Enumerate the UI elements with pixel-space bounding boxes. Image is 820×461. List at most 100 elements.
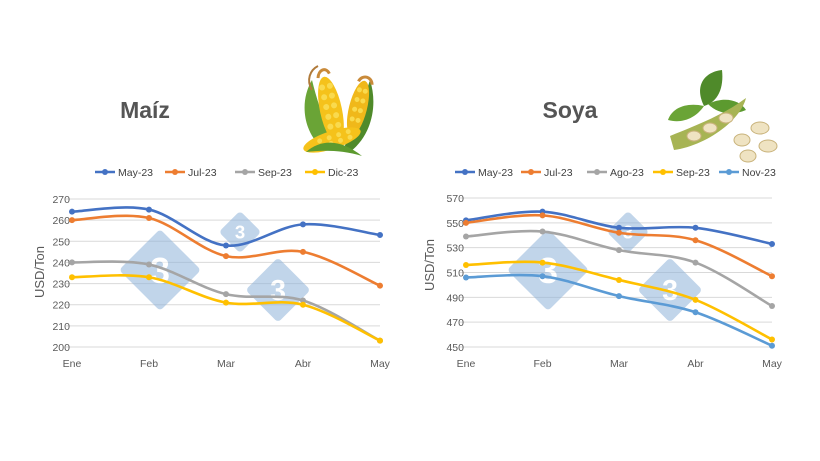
data-point (539, 273, 546, 280)
y-tick-label: 200 (52, 342, 70, 354)
data-point (539, 259, 546, 266)
data-point (769, 336, 775, 343)
y-tick-label: 550 (446, 218, 464, 230)
legend-item: Jul-23 (165, 167, 217, 179)
legend-label: May-23 (118, 167, 153, 179)
x-tick-label: Mar (217, 358, 236, 370)
series-points (463, 208, 775, 349)
legend-label: Jul-23 (544, 167, 573, 179)
legend-label: Jul-23 (188, 167, 217, 179)
data-point (692, 224, 699, 231)
legend-item: Sep-23 (235, 167, 292, 179)
legend-label: Sep-23 (258, 167, 292, 179)
watermark-diamond: 3 (247, 259, 309, 321)
data-point (146, 261, 152, 268)
data-point (692, 309, 699, 316)
y-tick-label: 570 (446, 193, 464, 205)
data-point (616, 293, 622, 300)
x-tick-label: Mar (610, 358, 629, 370)
data-point (463, 274, 469, 281)
svg-text:3: 3 (270, 275, 286, 307)
x-tick-label: Feb (140, 358, 158, 370)
grid-lines (66, 198, 380, 348)
x-axis-ticks: Ene Feb Mar Abr May (63, 358, 391, 370)
legend-label: May-23 (478, 167, 513, 179)
y-axis-ticks: 450 470 490 510 530 550 570 (446, 193, 464, 354)
data-point (300, 248, 306, 255)
legend-item: Nov-23 (719, 167, 776, 179)
y-tick-label: 210 (52, 321, 70, 333)
data-point (223, 242, 229, 249)
data-point (377, 231, 383, 238)
data-point (146, 274, 152, 281)
data-point (463, 219, 469, 226)
chart-panel-soya: Soya May-23 Jul-23 Ago-23 Sep-23 Nov-23 4504… (422, 70, 783, 370)
data-point (616, 224, 622, 231)
y-tick-label: 530 (446, 243, 464, 255)
chart-panel-maiz: Maíz (32, 65, 391, 370)
legend-item: Ago-23 (587, 167, 644, 179)
data-point (539, 228, 546, 235)
legend-label: Dic-23 (328, 167, 359, 179)
data-point (300, 297, 306, 304)
data-point (69, 208, 75, 215)
data-point (69, 259, 75, 266)
y-tick-label: 230 (52, 279, 70, 291)
y-tick-label: 490 (446, 292, 464, 304)
data-point (616, 229, 622, 236)
x-tick-label: Feb (533, 358, 551, 370)
y-tick-label: 250 (52, 236, 70, 248)
x-tick-label: Ene (457, 358, 476, 370)
data-point (769, 342, 775, 349)
legend-label: Sep-23 (676, 167, 710, 179)
y-tick-label: 220 (52, 300, 70, 312)
data-point (69, 274, 75, 281)
legend-item: Jul-23 (521, 167, 573, 179)
soybean-pods-illustration (668, 70, 778, 163)
y-tick-label: 450 (446, 342, 464, 354)
legend-item: May-23 (95, 167, 153, 179)
x-axis-ticks: Ene Feb Mar Abr May (457, 358, 783, 370)
legend-label: Nov-23 (742, 167, 776, 179)
legend-item: Sep-23 (653, 167, 710, 179)
svg-text:3: 3 (538, 250, 558, 291)
data-point (692, 237, 699, 244)
data-point (223, 291, 229, 298)
data-point (146, 206, 152, 213)
data-point (377, 337, 383, 344)
chart-title: Maíz (120, 97, 170, 123)
legend-label: Ago-23 (610, 167, 644, 179)
data-point (300, 221, 306, 228)
data-point (300, 301, 306, 308)
data-point (769, 273, 775, 280)
y-tick-label: 240 (52, 257, 70, 269)
series-line (70, 274, 382, 342)
legend-item: May-23 (455, 167, 513, 179)
y-tick-label: 260 (52, 215, 70, 227)
data-point (463, 233, 469, 240)
chart-legend: May-23 Jul-23 Ago-23 Sep-23 Nov-23 (455, 167, 776, 179)
y-axis-label: USD/Ton (32, 246, 47, 298)
x-tick-label: May (762, 358, 783, 370)
data-point (616, 247, 622, 254)
watermark-diamond: 3 (120, 230, 200, 310)
x-tick-label: Ene (63, 358, 82, 370)
x-tick-label: Abr (295, 358, 312, 370)
data-point (463, 262, 469, 269)
series-line (464, 273, 774, 348)
data-point (692, 296, 699, 303)
data-point (69, 217, 75, 224)
y-axis-label: USD/Ton (422, 239, 437, 291)
y-tick-label: 510 (446, 268, 464, 280)
data-point (616, 276, 622, 283)
x-tick-label: Abr (687, 358, 704, 370)
x-tick-label: May (370, 358, 391, 370)
y-tick-label: 270 (52, 194, 70, 206)
svg-text:3: 3 (235, 222, 245, 243)
data-point (539, 212, 546, 219)
y-tick-label: 470 (446, 317, 464, 329)
chart-legend: May-23 Jul-23 Sep-23 Dic-23 (95, 167, 359, 179)
data-point (223, 253, 229, 260)
data-point (223, 299, 229, 306)
